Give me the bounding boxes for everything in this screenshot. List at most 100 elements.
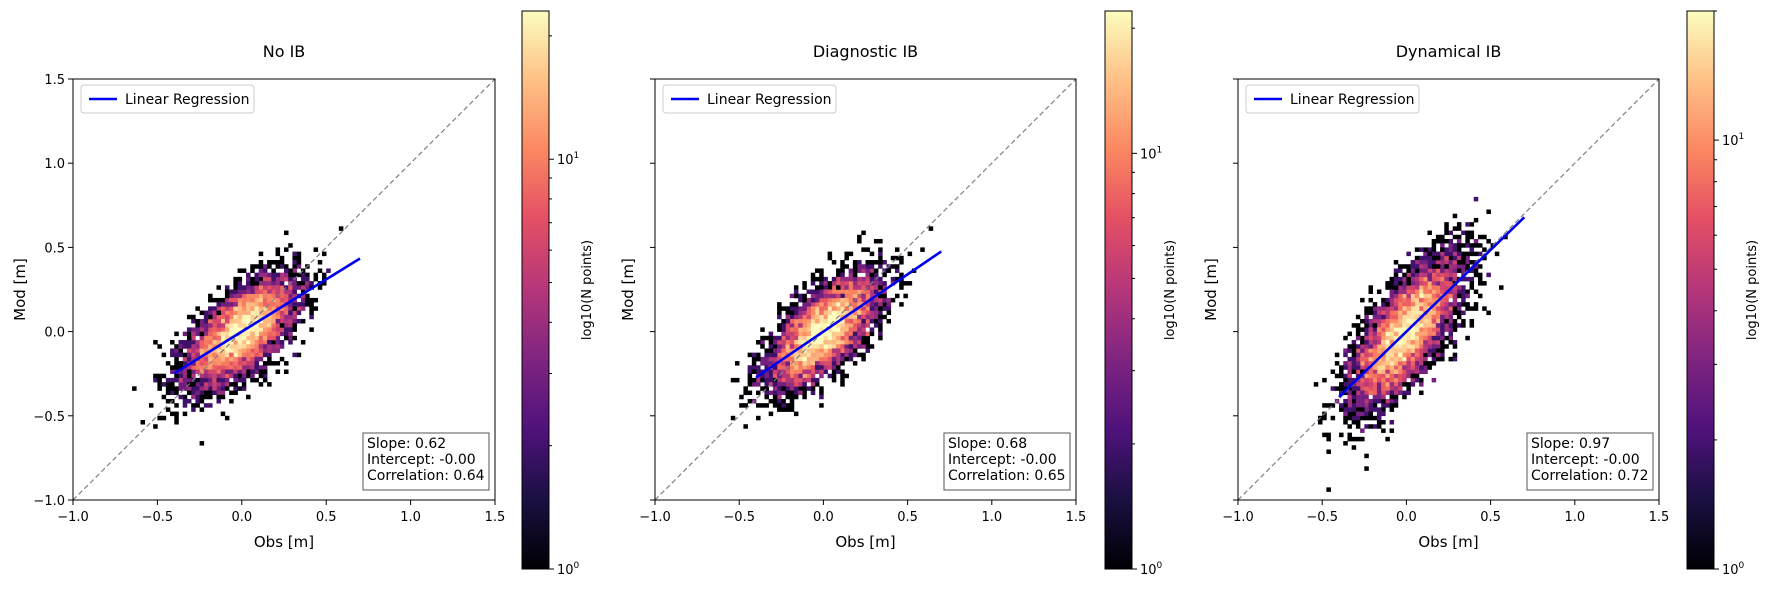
heatmap-bin [789,302,795,307]
heatmap-bin [1360,398,1365,404]
heatmap-bin [878,293,883,299]
heatmap-bin [819,327,824,332]
heatmap-bin [1402,352,1407,358]
heatmap-bin [229,356,234,362]
heatmap-bin [1414,369,1420,374]
heatmap-bin [1381,344,1386,349]
heatmap-bin [267,331,272,337]
heatmap-bin [241,331,247,337]
heatmap-bin [1376,310,1382,316]
heatmap-bin [224,348,230,353]
heatmap-bin [1427,335,1432,341]
heatmap-bin [802,344,807,349]
heatmap-bin [191,335,196,341]
heatmap-bin [831,318,837,324]
heatmap-bin [229,382,234,387]
heatmap-bin [1389,386,1395,391]
heatmap-bin [170,382,175,387]
heatmap-bin [279,310,285,316]
heatmap-bin [267,310,272,316]
heatmap-bin [199,356,205,362]
heatmap-bin [869,272,875,278]
heatmap-bin [224,285,230,290]
heatmap-bin [1364,398,1369,404]
heatmap-bin [1414,314,1420,320]
heatmap-bin [844,340,849,345]
heatmap-bin [1343,352,1348,358]
heatmap-bin [1431,289,1437,295]
heatmap-bin [1469,251,1475,257]
heatmap-bin [1423,348,1428,353]
heatmap-bin [191,386,196,391]
heatmap-bin [292,327,297,332]
heatmap-bin [216,297,221,303]
heatmap-bin [1393,272,1399,278]
heatmap-bin [1389,369,1395,374]
heatmap-bin [1440,352,1445,358]
heatmap-bin [1427,297,1432,303]
heatmap-bin [1456,222,1462,227]
heatmap-bin [1360,297,1365,303]
heatmap-bin [1368,323,1374,328]
heatmap-bin [284,314,289,320]
heatmap-bin [777,365,782,370]
heatmap-bin [229,369,234,374]
heatmap-bin [1435,285,1441,290]
heatmap-bin [1419,281,1424,286]
heatmap-bin [1334,386,1340,391]
heatmap-bin [246,340,251,345]
heatmap-bin [1431,238,1437,244]
heatmap-bin [844,276,849,282]
heatmap-bin [802,297,807,303]
heatmap-bin [1385,340,1390,345]
heatmap-bin [882,260,887,265]
regression-line [173,257,361,375]
heatmap-bin [882,314,887,320]
heatmap-bin [1393,348,1399,353]
heatmap-bin [199,327,205,332]
heatmap-bin [216,373,221,379]
heatmap-bin [203,386,209,391]
heatmap-bin [1364,373,1369,379]
heatmap-bin [1406,382,1411,387]
heatmap-bin [1351,323,1357,328]
heatmap-bin [1406,369,1411,374]
heatmap-bin [798,361,803,366]
heatmap-bin [208,365,213,370]
heatmap-bin [224,415,230,421]
heatmap-bin [1435,335,1441,341]
heatmap-bin [1322,415,1327,421]
heatmap-bin [292,255,297,261]
heatmap-bin [814,323,820,328]
heatmap-bin [814,382,820,387]
heatmap-bin [1347,344,1352,349]
heatmap-bin [760,403,765,408]
heatmap-bin [1402,264,1407,269]
heatmap-bin [216,323,221,328]
heatmap-bin [785,361,791,366]
heatmap-bin [1440,281,1445,286]
heatmap-bin [1381,331,1386,337]
heatmap-bin [1452,327,1458,332]
heatmap-bin [1452,247,1458,252]
heatmap-bin [203,390,209,396]
heatmap-bin [1351,369,1357,374]
heatmap-bin [836,335,841,341]
heatmap-bin [241,386,247,391]
heatmap-bin [258,356,264,362]
heatmap-bin [254,272,259,278]
heatmap-bin [865,323,871,328]
heatmap-bin [1452,234,1458,240]
heatmap-bin [1355,382,1361,387]
heatmap-bin [1423,264,1428,269]
heatmap-bin [1364,377,1369,383]
heatmap-bin [1360,369,1365,374]
heatmap-bin [254,335,259,341]
heatmap-bin [1452,340,1458,345]
heatmap-bin [873,285,879,290]
heatmap-bin [233,356,238,362]
heatmap-bin [178,344,184,349]
heatmap-bin [777,323,782,328]
heatmap-bin [1343,403,1348,408]
